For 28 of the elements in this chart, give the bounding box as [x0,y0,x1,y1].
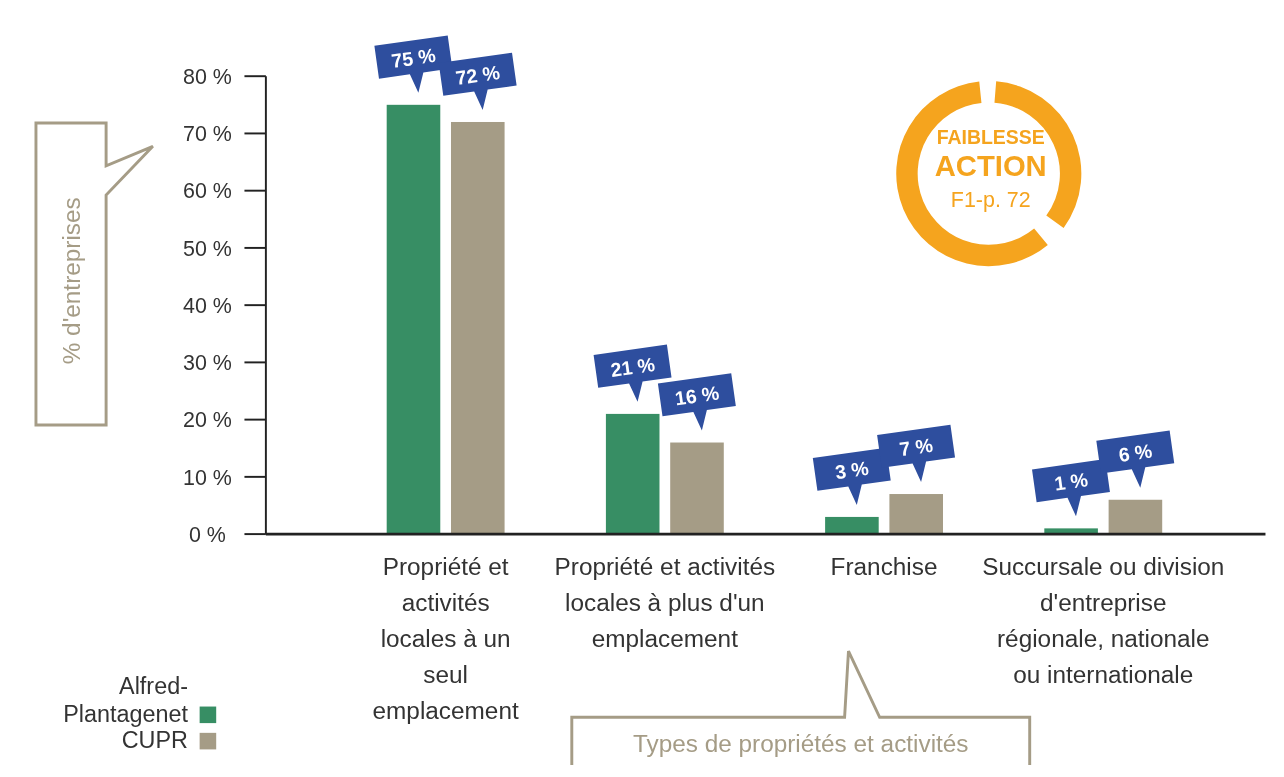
legend-label: CUPR [121,727,188,754]
legend-label: Alfred-Plantagenet [63,672,189,728]
annotation: ACTION [934,149,1047,182]
y-tick-label: 0 % [188,522,226,547]
data-label: 1 % [1052,468,1090,495]
data-label: 6 % [1117,439,1154,467]
data-label: 75 % [389,43,437,72]
x-tick-label: Succursale ou division d'entreprise régionale, nationale ou internationale [982,553,1225,689]
y-tick-label: 50 % [183,236,232,261]
data-label: 3 % [833,456,871,484]
data-label: 7 % [898,433,935,461]
y-tick-label: 20 % [183,408,232,433]
y-axis-title: % d'entreprises [57,197,85,365]
annotation: FAIBLESSE [936,126,1045,149]
x-tick-label: Franchise [830,553,938,581]
data-label: 16 % [673,381,721,410]
x-tick-label: Propriété et activités locales à plus d'un emplacement [554,553,776,653]
y-tick-label: 80 % [183,64,232,89]
x-tick-label: Propriété et activités locales à un seul emplacement [372,553,519,725]
y-tick-label: 70 % [183,122,232,147]
annotation: F1-p. 72 [950,187,1031,212]
data-label: 21 % [609,352,657,381]
y-tick-label: 40 % [183,293,232,318]
x-axis-title: Types de propriétés et activités [632,730,969,758]
y-tick-label: 60 % [183,179,232,204]
y-tick-label: 30 % [183,351,232,376]
data-label: 72 % [454,61,502,90]
y-tick-label: 10 % [183,465,232,490]
